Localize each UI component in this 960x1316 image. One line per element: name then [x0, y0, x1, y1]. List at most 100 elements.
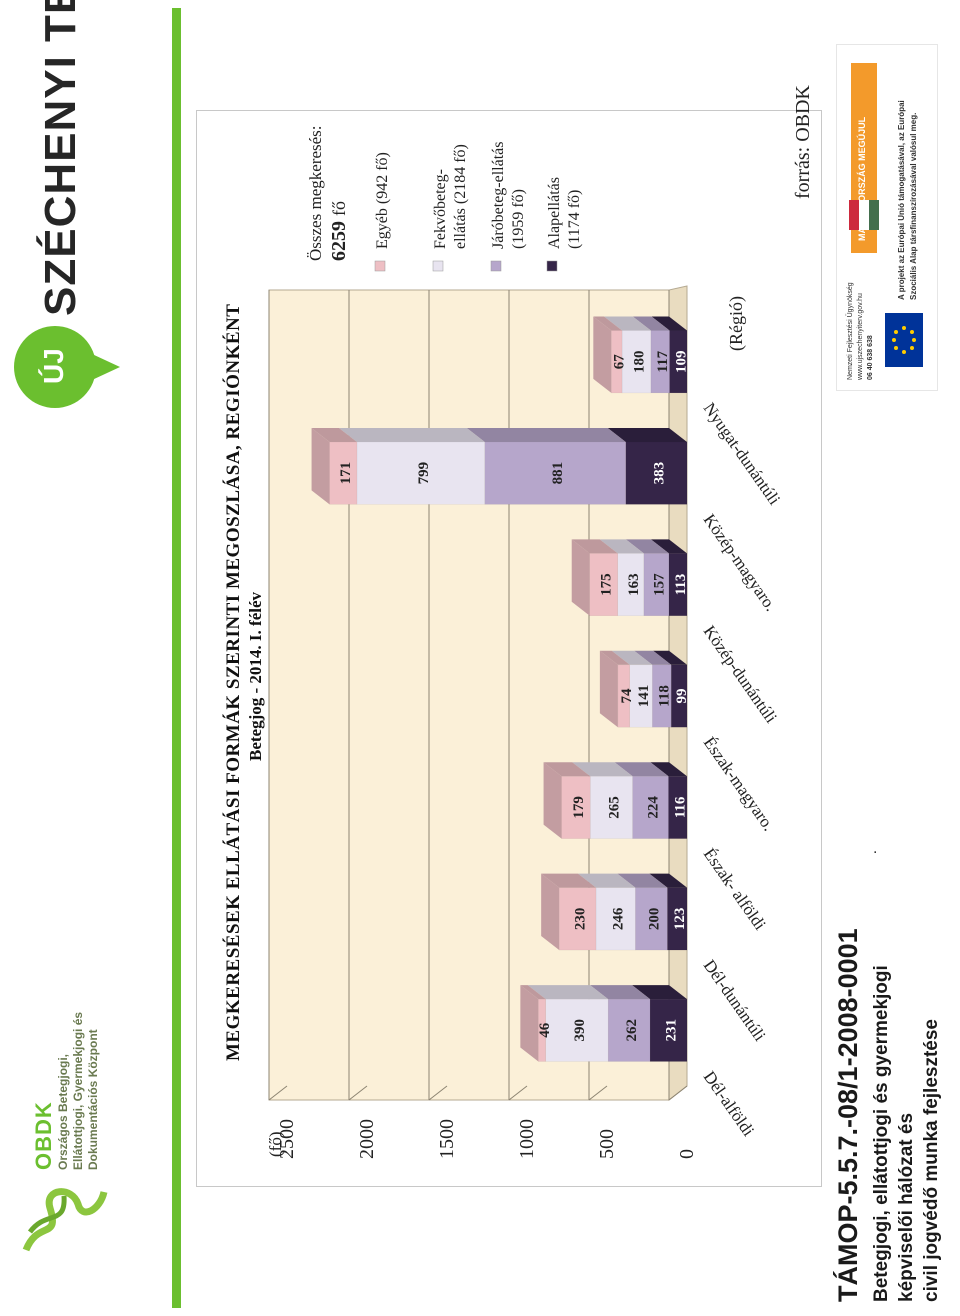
gridline-diagonal	[508, 1085, 528, 1101]
legend-swatch	[432, 260, 444, 272]
data-label: 163	[626, 573, 642, 596]
category-label: Dél-dunántúli	[700, 956, 770, 1044]
y-tick-label: 2000	[356, 1119, 378, 1159]
data-label: 157	[651, 573, 667, 596]
data-label: 390	[572, 1019, 588, 1041]
data-label: 109	[673, 350, 689, 373]
stray-dot: .	[873, 840, 878, 857]
project-code: TÁMOP-5.5.7.-08/1-2008-0001	[833, 928, 863, 1302]
data-label: 230	[573, 908, 589, 931]
category-label: Észak- alföldi	[700, 845, 770, 934]
bar-segment-top	[617, 873, 668, 888]
y-tick-label: 0	[676, 1149, 698, 1159]
data-label: 46	[537, 1022, 553, 1037]
eu-text-line-1: A projekt az Európai Unió támogatásával,…	[897, 100, 906, 300]
bar-cap	[311, 427, 330, 505]
data-label: 141	[636, 685, 652, 708]
data-label: 123	[672, 908, 688, 931]
data-label: 262	[624, 1019, 640, 1041]
bar-segment-top	[338, 427, 485, 442]
data-label: 118	[657, 685, 673, 707]
data-label: 67	[612, 354, 628, 370]
bar-segment-top	[650, 539, 687, 554]
bar-segment	[649, 998, 688, 1062]
chart-subtitle: Betegjog - 2014. I. félév	[246, 591, 265, 761]
y-axis-label: (fő)	[266, 1132, 285, 1157]
gridline-diagonal	[588, 1085, 608, 1101]
bar-segment-top	[590, 985, 651, 1000]
bar-segment-top	[611, 650, 653, 665]
bar-segment	[617, 553, 645, 617]
data-label: 175	[599, 573, 615, 596]
legend-label: Járóbeteg-ellátás (1959 fő)	[490, 142, 527, 250]
y-tick-label: 2500	[276, 1119, 298, 1159]
chart-panel: 0 500 1000 1500 2000 2500 109 117 180 67 Nyugat-du…	[196, 85, 822, 1187]
category-label: Nyugat-dunántúli	[700, 399, 785, 508]
agency-line-2: www.ujszechenyiterv.gov.hu	[857, 293, 864, 380]
obdk-logo-text: OBDK	[31, 1101, 56, 1170]
data-label: 113	[673, 574, 689, 596]
bar-segment	[668, 553, 688, 617]
bar-cap	[543, 762, 562, 839]
bar-segment-top	[625, 539, 669, 554]
category-label: Észak-magyaro.	[700, 733, 779, 834]
data-label: 383	[651, 462, 667, 485]
uj-badge-icon	[14, 326, 96, 408]
data-label: 799	[416, 462, 432, 485]
project-title-line-2: képviselői hálózat és	[896, 1112, 917, 1302]
bar-segment-top	[572, 762, 633, 777]
bar-segment-top	[650, 762, 687, 777]
gridline-diagonal	[668, 1085, 688, 1101]
bar-segment	[632, 775, 669, 839]
y-tick-label: 500	[596, 1129, 618, 1159]
total-label: Összes megkeresés:	[306, 126, 325, 262]
bar-segment-top	[632, 316, 670, 331]
bar-segment-top	[520, 985, 546, 1000]
szechenyi-logo-text: SZÉCHENYI TERV	[36, 0, 85, 316]
bar-segment	[356, 441, 486, 505]
bar-segment-top	[527, 985, 609, 1000]
bar-segment-top	[593, 316, 623, 331]
total-value: 6259 fő	[328, 201, 350, 261]
hungarian-flag-icon	[849, 200, 879, 230]
agency-line-3: 06 40 638 638	[867, 335, 874, 380]
project-title-line-3: civil jogvédő munka fejlesztése	[921, 1019, 942, 1302]
data-label: 200	[646, 908, 662, 931]
y-tick-label: 1000	[516, 1119, 538, 1159]
x-axis-label: (Régió)	[726, 296, 747, 351]
bar-segment-top	[604, 316, 651, 331]
legend-label: Alapellátás (1174 fő)	[546, 177, 583, 249]
uj-badge-pointer-icon	[92, 354, 120, 380]
bar-segment-top	[634, 650, 672, 665]
eu-flag-icon	[885, 313, 923, 367]
bar-cap	[571, 539, 590, 616]
gridline-diagonal	[268, 1085, 288, 1101]
bar-segment	[621, 330, 652, 394]
bar-cap	[541, 873, 560, 951]
bar-segment-top	[632, 985, 687, 1000]
bar-segment	[589, 775, 633, 839]
bar-segment-top	[541, 873, 596, 888]
bar-segment-top	[599, 539, 644, 554]
bar-segment-top	[599, 650, 630, 665]
legend-label: Fekvőbeteg-ellátás (2184 fő)	[432, 144, 469, 249]
gridline-diagonal	[348, 1085, 368, 1101]
green-divider	[172, 8, 181, 1308]
data-label: 171	[338, 462, 354, 485]
data-label: 74	[619, 688, 635, 704]
data-label: 180	[631, 350, 647, 373]
legend-swatch	[490, 260, 502, 272]
legend-label: Egyéb (942 fő)	[374, 152, 391, 249]
data-label: 117	[655, 350, 671, 372]
bar-segment	[607, 998, 651, 1062]
bar-segment	[329, 441, 358, 505]
data-label: 224	[646, 796, 662, 819]
chart-title: MEGKERESÉSEK ELLÁTÁSI FORMÁK SZERINTI ME…	[222, 304, 244, 1061]
project-title-line-1: Betegjogi, ellátottjogi és gyermekjogi	[871, 965, 892, 1302]
data-label: 231	[664, 1019, 680, 1041]
bar-segment-top	[614, 762, 669, 777]
eu-support-box: MAGYARORSZÁG MEGÚJUL Nemzeti Fejlesztési…	[836, 44, 938, 391]
bar-segment-top	[651, 316, 687, 331]
bar-segment	[625, 441, 688, 505]
